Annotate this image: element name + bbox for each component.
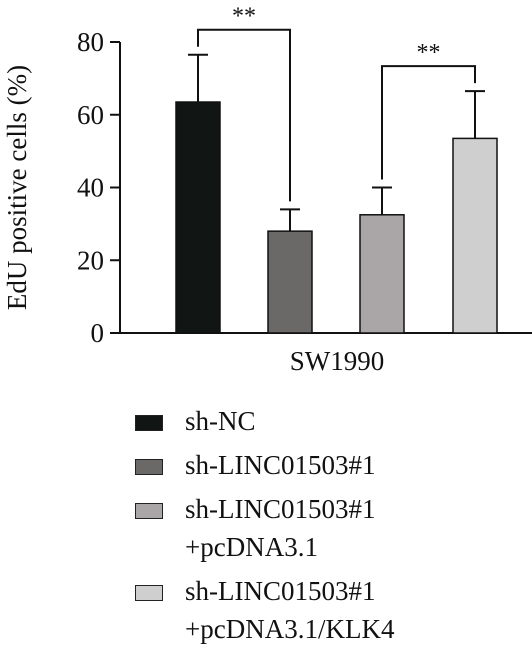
- significance-bracket: [381, 65, 476, 180]
- bar: [267, 230, 313, 334]
- y-axis-label: EdU positive cells (%): [2, 65, 32, 310]
- legend-label: sh-NC: [185, 406, 256, 436]
- legend-label-line2: +pcDNA3.1/KLK4: [185, 614, 395, 644]
- y-tick-label: 40: [77, 173, 104, 203]
- legend-label-line2: +pcDNA3.1: [185, 532, 318, 562]
- significance-label: **: [232, 4, 256, 30]
- y-tick-label: 0: [91, 318, 105, 348]
- legend-label: sh-LINC01503#1: [185, 450, 376, 480]
- legend-item-sh-linc01503-pcdna: sh-LINC01503#1 +pcDNA3.1: [135, 490, 394, 566]
- legend: sh-NC sh-LINC01503#1 sh-LINC01503#1 +pcD…: [135, 402, 394, 654]
- bar: [452, 137, 498, 334]
- bar: [359, 214, 405, 334]
- significance-label: **: [417, 40, 441, 66]
- legend-swatch: [135, 585, 163, 601]
- x-axis-label: SW1990: [290, 346, 385, 376]
- bar-chart: 0 20 40 60 80 EdU positive cells (%) SW1990 ** *…: [2, 4, 532, 376]
- legend-swatch: [135, 415, 163, 431]
- legend-label: sh-LINC01503#1: [185, 494, 376, 524]
- significance-bracket: [197, 28, 291, 202]
- legend-label: sh-LINC01503#1: [185, 576, 376, 606]
- legend-swatch: [135, 459, 163, 475]
- legend-item-sh-linc01503: sh-LINC01503#1: [135, 446, 394, 484]
- y-tick-label: 20: [77, 245, 104, 275]
- y-tick-label: 80: [77, 27, 104, 57]
- legend-swatch: [135, 503, 163, 519]
- bar: [175, 101, 221, 334]
- legend-item-sh-linc01503-klk4: sh-LINC01503#1 +pcDNA3.1/KLK4: [135, 572, 394, 648]
- legend-item-sh-nc: sh-NC: [135, 402, 394, 440]
- y-tick-label: 60: [77, 100, 104, 130]
